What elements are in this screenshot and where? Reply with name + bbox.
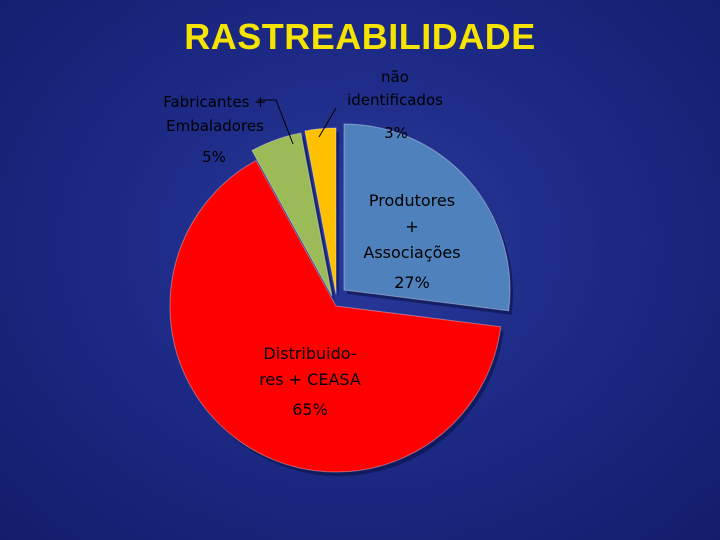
slice-label-distribuidores: Distribuido- res + CEASA 65% — [240, 341, 380, 423]
slice-label-fabricantes: Fabricantes + Embaladores — [163, 93, 267, 135]
slice-value-fabricantes: 5% — [202, 148, 226, 166]
slice-value-distribuidores: 65% — [292, 400, 328, 419]
slice-fabricantes — [251, 132, 333, 297]
slice-label-nao-identificados: não identificados — [347, 68, 443, 109]
slice-distribuidores — [169, 159, 502, 473]
leader-line-fabricantes — [258, 99, 294, 145]
slice-produtores — [343, 123, 511, 312]
slice-value-nao-identificados: 3% — [384, 124, 408, 142]
slice-nao-identificados — [304, 127, 337, 295]
leader-line-nao-identificados — [318, 107, 337, 138]
slice-value-produtores: 27% — [394, 273, 430, 292]
chart-title: RASTREABILIDADE — [184, 16, 536, 57]
slice-label-produtores: Produtores + Associações 27% — [352, 188, 472, 296]
